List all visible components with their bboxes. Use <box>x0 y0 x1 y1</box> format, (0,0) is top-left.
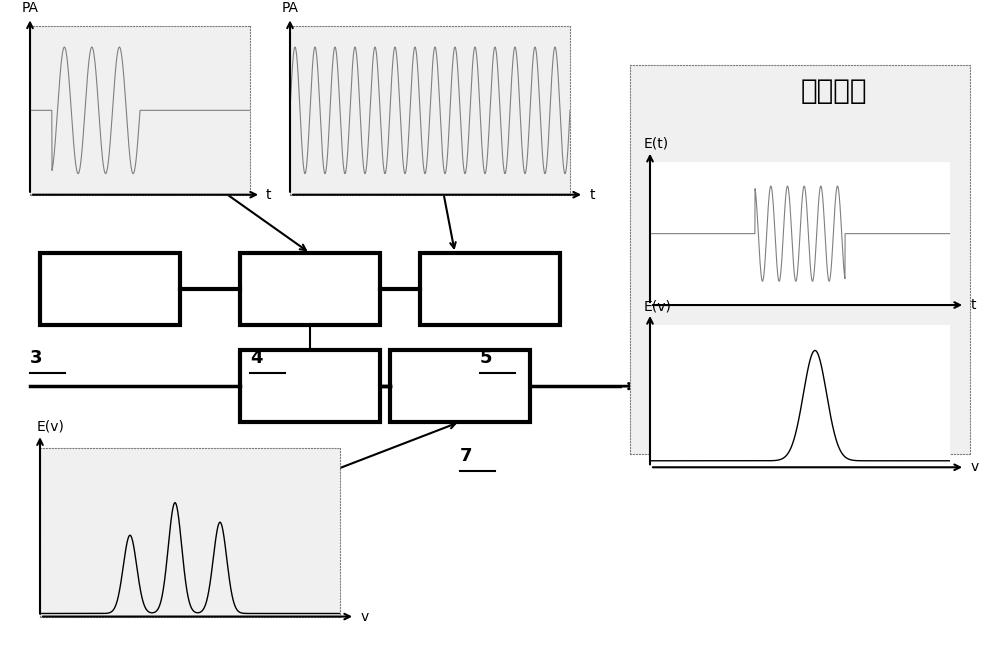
Text: PA: PA <box>22 1 38 16</box>
FancyBboxPatch shape <box>240 253 380 324</box>
Text: v: v <box>361 609 369 624</box>
FancyBboxPatch shape <box>40 253 180 324</box>
Text: 6: 6 <box>200 447 212 465</box>
Text: 7: 7 <box>460 447 473 465</box>
FancyBboxPatch shape <box>390 350 530 422</box>
Text: 4: 4 <box>250 349 262 367</box>
Text: 3: 3 <box>30 349 42 367</box>
Text: E(v): E(v) <box>644 299 672 313</box>
Text: v: v <box>971 460 979 474</box>
FancyBboxPatch shape <box>240 350 380 422</box>
Text: 输出波形: 输出波形 <box>801 77 867 104</box>
Text: E(v): E(v) <box>37 420 65 434</box>
Text: t: t <box>971 298 976 312</box>
Text: t: t <box>590 188 595 202</box>
Text: t: t <box>265 188 271 202</box>
Text: 5: 5 <box>480 349 492 367</box>
Text: PA: PA <box>282 1 298 16</box>
FancyBboxPatch shape <box>420 253 560 324</box>
Text: E(t): E(t) <box>644 137 669 151</box>
